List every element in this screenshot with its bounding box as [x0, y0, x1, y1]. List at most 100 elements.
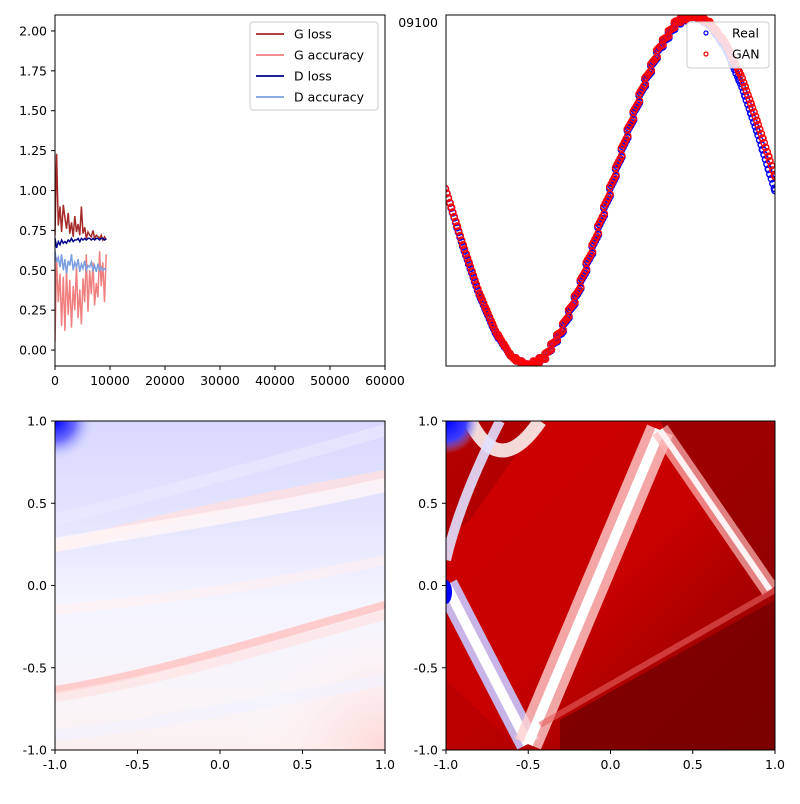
samples-legend: Real GAN — [686, 21, 770, 69]
scatter-point — [746, 99, 755, 108]
x-tick-label: 0.0 — [601, 757, 621, 772]
scatter-point — [761, 143, 770, 152]
scatter-point — [639, 82, 648, 91]
legend-swatch — [703, 30, 709, 36]
x-tick-label: 0.0 — [210, 757, 230, 772]
y-tick-label: 1.50 — [19, 103, 47, 118]
x-tick-label: -0.5 — [125, 757, 149, 772]
training-curves-panel: 0 10000 20000 30000 40000 50000 60000 0.00 0.25… — [19, 14, 405, 388]
x-tick-label: 0.5 — [293, 757, 313, 772]
y-tick-label: 1.0 — [418, 414, 438, 429]
samples-panel: 09100 Real GAN — [398, 14, 776, 367]
scatter-point — [489, 323, 498, 332]
scatter-point — [763, 147, 771, 156]
scatter-point — [745, 95, 754, 104]
scatter-point — [751, 112, 760, 121]
scatter-point — [588, 248, 597, 256]
legend-label: G accuracy — [294, 48, 365, 63]
scatter-point — [451, 217, 460, 226]
scatter-point — [755, 125, 764, 134]
scatter-point — [635, 97, 644, 105]
scatter-point — [473, 284, 482, 293]
scatter-point — [764, 152, 773, 161]
scatter-point — [472, 280, 481, 289]
y-tick-label: -1.0 — [414, 743, 438, 758]
scatter-point — [463, 254, 472, 263]
legend-label: D loss — [294, 69, 332, 84]
legend-label: D accuracy — [294, 90, 365, 105]
y-tick-label: -1.0 — [23, 743, 47, 758]
scatter-point — [446, 198, 454, 207]
scatter-point — [582, 265, 591, 274]
scatter-point — [612, 171, 620, 179]
scatter-point — [752, 116, 761, 125]
y-tick-label: -0.5 — [414, 660, 438, 675]
y-tick-label: 0.00 — [19, 343, 47, 358]
y-tick-label: 0.0 — [27, 578, 47, 593]
y-tick-label: 0.25 — [19, 303, 47, 318]
x-tick-label: 1.0 — [765, 757, 785, 772]
scatter-point — [760, 138, 768, 147]
scatter-point — [758, 134, 767, 143]
x-tick-label: 1.0 — [375, 757, 395, 772]
scatter-point — [447, 203, 456, 212]
scatter-point — [456, 231, 464, 240]
scatter-point — [769, 179, 775, 188]
scatter-point — [557, 327, 566, 336]
scatter-point — [569, 300, 578, 309]
series-line-g-loss — [55, 153, 107, 242]
decision-field-high-panel: -1.0 -0.5 0.0 0.5 1.0 -1.0 -0.5 0.0 0.5 1.0 — [414, 414, 785, 773]
y-tick-label: 09100 — [398, 15, 438, 30]
y-tick-label: 1.25 — [19, 143, 47, 158]
scatter-point — [457, 236, 466, 245]
scatter-point — [464, 258, 473, 267]
scatter-point — [460, 245, 469, 254]
x-tick-label: -1.0 — [434, 757, 458, 772]
scatter-point — [600, 209, 609, 218]
decision-field-high-heatmap — [446, 421, 775, 750]
scatter-point — [651, 54, 660, 63]
scatter-point — [446, 189, 451, 198]
x-tick-label: 40000 — [255, 373, 295, 388]
scatter-point — [448, 208, 457, 217]
scatter-point — [476, 292, 485, 300]
x-tick-label: 0.5 — [683, 757, 703, 772]
scatter-point — [454, 227, 463, 235]
x-tick-label: 50000 — [310, 373, 350, 388]
x-tick-label: 0 — [51, 373, 59, 388]
y-tick-label: 0.5 — [27, 496, 47, 511]
scatter-point — [741, 82, 749, 91]
scatter-point — [482, 305, 491, 314]
scatter-point — [446, 194, 453, 202]
scatter-point — [563, 314, 572, 322]
y-tick-label: 0.5 — [418, 496, 438, 511]
scatter-point — [518, 360, 526, 366]
scatter-point — [606, 190, 614, 199]
legend-label: G loss — [294, 27, 332, 42]
legend-box — [249, 21, 379, 111]
scatter-point — [766, 157, 774, 165]
scatter-point — [485, 313, 494, 321]
y-tick-label: 0.75 — [19, 223, 47, 238]
x-tick-label: 60000 — [365, 373, 405, 388]
legend-swatch — [703, 51, 709, 57]
x-tick-label: 10000 — [90, 373, 130, 388]
scatter-point — [750, 108, 758, 116]
training-curves-legend: G loss G accuracy D loss D accuracy — [249, 21, 379, 111]
scatter-point — [576, 283, 585, 291]
samples-frame — [445, 14, 776, 367]
scatter-point — [458, 240, 467, 249]
legend-label: Real — [732, 26, 759, 41]
x-tick-label: 20000 — [145, 373, 185, 388]
scatter-point — [450, 212, 459, 221]
scatter-point — [739, 78, 748, 87]
series-line-g-accuracy — [55, 251, 107, 343]
scatter-point — [629, 114, 638, 123]
y-tick-label: 1.00 — [19, 183, 47, 198]
x-tick-label: -0.5 — [516, 757, 540, 772]
scatter-point — [741, 91, 749, 100]
legend-label: GAN — [732, 47, 760, 62]
y-tick-label: -0.5 — [23, 660, 47, 675]
x-tick-label: 30000 — [200, 373, 240, 388]
